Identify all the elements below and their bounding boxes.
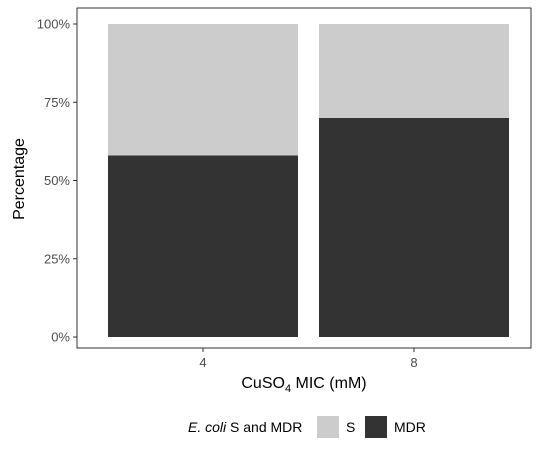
y-axis-title: Percentage xyxy=(11,138,28,220)
x-tick-label: 8 xyxy=(410,355,417,370)
x-axis-title-sub: 4 xyxy=(285,383,291,395)
bar-s-4 xyxy=(108,24,298,156)
y-axis: 0% 25% 50% 75% 100% xyxy=(37,17,77,345)
bars-group xyxy=(108,24,509,338)
legend-label-mdr: MDR xyxy=(394,419,426,435)
bar-s-8 xyxy=(319,24,509,118)
bar-mdr-8 xyxy=(319,117,509,338)
legend: E. coli S and MDR S MDR xyxy=(188,416,426,438)
legend-title: E. coli S and MDR xyxy=(188,419,302,435)
legend-key-mdr xyxy=(365,416,387,438)
legend-label-s: S xyxy=(346,419,355,435)
y-tick-label: 75% xyxy=(44,95,70,110)
y-tick-label: 100% xyxy=(37,17,71,32)
y-tick-label: 50% xyxy=(44,173,70,188)
legend-title-rest: S and MDR xyxy=(226,419,302,435)
legend-title-italic: E. coli xyxy=(188,419,227,435)
y-tick-label: 0% xyxy=(51,330,70,345)
x-axis-title-main: CuSO xyxy=(241,375,285,392)
x-axis-title: CuSO4 MIC (mM) xyxy=(241,375,366,395)
bar-mdr-4 xyxy=(108,155,298,337)
y-tick-label: 25% xyxy=(44,251,70,266)
x-axis-title-rest: MIC (mM) xyxy=(291,375,367,392)
x-tick-label: 4 xyxy=(199,355,206,370)
legend-key-s xyxy=(317,416,339,438)
